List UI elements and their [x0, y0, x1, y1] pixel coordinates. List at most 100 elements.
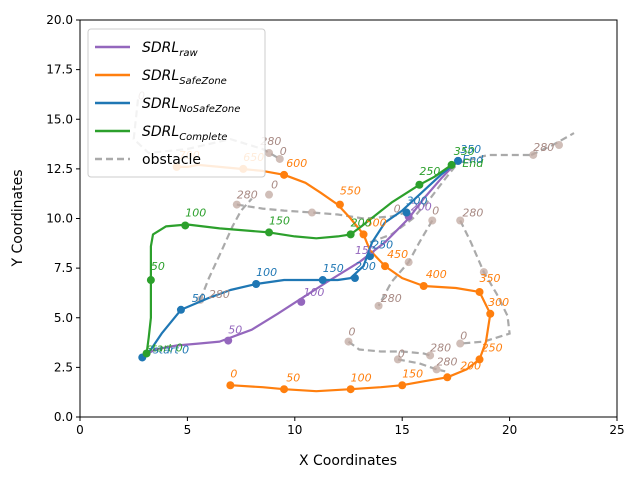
obstacle-path: [397, 358, 446, 373]
x-axis-label: X Coordinates: [299, 453, 397, 469]
step-label-raw: 200: [411, 201, 432, 214]
obstacle-marker: [426, 351, 435, 360]
step-label-safezone: 0: [230, 367, 237, 380]
series-marker-safezone: [226, 381, 235, 390]
series-marker-complete: [415, 180, 424, 189]
obstacle-marker: [374, 301, 383, 310]
legend-entry-label: SDRLraw: [142, 40, 198, 59]
obstacle-step-label: 0: [432, 205, 439, 218]
obstacle-marker: [275, 154, 284, 163]
obstacle-step-label: 0: [349, 326, 356, 339]
step-label-nosafezone: 150: [323, 262, 344, 275]
obstacle-step-label: 280: [209, 288, 230, 301]
step-label-safezone: 150: [402, 367, 423, 380]
step-label-safezone: 200: [460, 359, 481, 372]
series-marker-safezone: [486, 309, 495, 318]
series-marker-safezone: [346, 385, 355, 394]
obstacle-marker: [529, 150, 538, 159]
x-tick-label: 20: [502, 423, 517, 437]
obstacle-marker: [232, 200, 241, 209]
y-tick-label: 15.0: [46, 112, 73, 126]
obstacle-path: [199, 197, 253, 301]
step-label-nosafezone: 50: [192, 292, 206, 305]
step-label-complete: 250: [419, 165, 440, 178]
obstacle-marker: [265, 148, 274, 157]
step-label-complete: 50: [151, 260, 165, 273]
obstacle-step-label: 280: [381, 292, 402, 305]
obstacle-path: [236, 203, 407, 220]
legend-entry-label: SDRLNoSafeZone: [142, 96, 240, 115]
step-label-complete: 350: [454, 145, 475, 158]
step-label-nosafezone: 350: [460, 143, 481, 156]
obstacle-step-label: 0: [280, 145, 287, 158]
series-marker-complete: [181, 221, 190, 230]
x-tick-label: 0: [76, 423, 84, 437]
step-label-safezone: 350: [480, 272, 501, 285]
obstacle-marker: [393, 355, 402, 364]
series-marker-raw: [297, 297, 306, 306]
obstacle-step-label: 280: [462, 207, 483, 220]
x-tick-label: 10: [287, 423, 302, 437]
y-axis-ticks: 0.0 2.5 5.0 7.5 10.0 12.5 15.0 17.5 20.0: [46, 13, 80, 424]
obstacle-marker: [404, 258, 413, 267]
obstacle-marker: [265, 190, 274, 199]
series-marker-complete: [142, 349, 151, 358]
step-label-raw: 150: [355, 244, 376, 257]
step-label-safezone: 450: [387, 248, 408, 261]
series-marker-complete: [146, 276, 155, 285]
y-tick-label: 0.0: [54, 410, 73, 424]
step-label-raw: 50: [228, 324, 242, 337]
obstacle-step-label: 0: [271, 179, 278, 192]
step-label-nosafezone: 250: [372, 238, 393, 251]
step-label-complete: start 0: [147, 341, 183, 354]
y-tick-label: 17.5: [46, 63, 73, 77]
obstacle-path: [530, 132, 575, 156]
series-marker-safezone: [335, 200, 344, 209]
series-marker-safezone: [381, 262, 390, 271]
legend-entry-label: obstacle: [142, 152, 201, 168]
y-tick-label: 20.0: [46, 13, 73, 27]
series-marker-safezone: [398, 381, 407, 390]
obstacle-path: [347, 340, 431, 357]
series-marker-nosafezone: [350, 274, 359, 283]
series-marker-raw: [224, 336, 233, 345]
series-marker-nosafezone: [252, 280, 261, 289]
obstacle-marker: [432, 365, 441, 374]
step-label-nosafezone: 200: [355, 260, 376, 273]
step-label-complete: 150: [269, 214, 290, 227]
y-tick-label: 2.5: [54, 360, 73, 374]
obstacle-step-label: 280: [533, 141, 554, 154]
series-marker-safezone: [443, 373, 452, 382]
obstacle-step-label: 280: [260, 135, 281, 148]
y-tick-label: 7.5: [54, 261, 73, 275]
step-label-safezone: 600: [286, 157, 307, 170]
series-marker-safezone: [475, 355, 484, 364]
series-marker-safezone: [475, 287, 484, 296]
step-label-safezone: 400: [426, 268, 447, 281]
series-marker-complete: [265, 228, 274, 237]
step-label-safezone: 100: [351, 371, 372, 384]
series-marker-safezone: [280, 385, 289, 394]
step-label-safezone: 300: [488, 296, 509, 309]
step-label-complete: 100: [185, 207, 206, 220]
obstacle-step-label: 0: [394, 203, 401, 216]
obstacle-step-label: 280: [237, 189, 258, 202]
step-label-safezone: 250: [482, 341, 503, 354]
series-marker-safezone: [359, 230, 368, 239]
obstacle-path: [459, 220, 511, 345]
series-marker-complete: [346, 230, 355, 239]
y-tick-label: 10.0: [46, 212, 73, 226]
y-axis-label: Y Coordinates: [10, 169, 26, 267]
obstacle-marker: [456, 339, 465, 348]
y-tick-label: 5.0: [54, 311, 73, 325]
x-tick-label: 15: [395, 423, 410, 437]
step-label-nosafezone: start 0: [153, 343, 189, 356]
series-marker-nosafezone: [454, 156, 463, 165]
annotation-layer: 0280028000280028028000280028028050100150…: [138, 89, 554, 384]
legend-box: [87, 28, 266, 178]
step-label-raw: 100: [303, 286, 324, 299]
series-marker-safezone: [419, 281, 428, 290]
obstacle-marker: [555, 141, 564, 150]
series-marker-nosafezone: [365, 252, 374, 261]
